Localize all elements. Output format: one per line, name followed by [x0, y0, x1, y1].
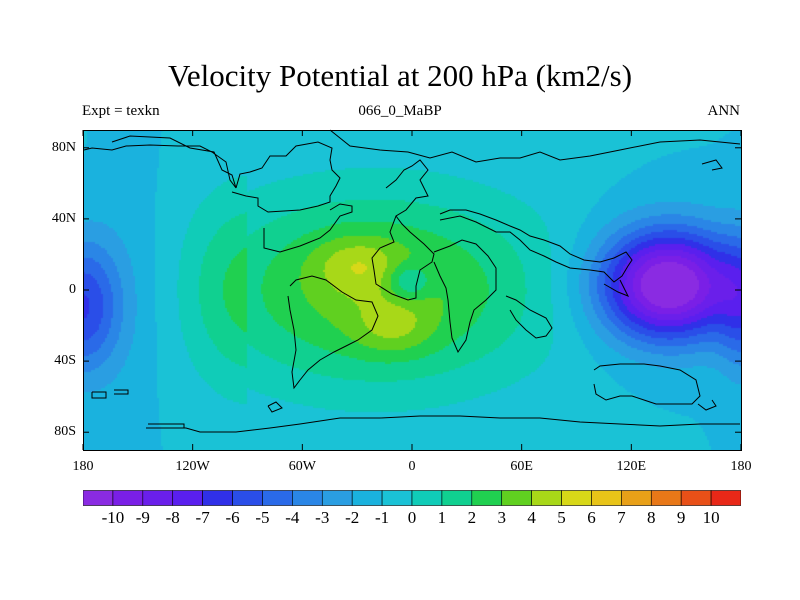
colorbar-level-label: -10 — [101, 508, 125, 527]
colorbar-level-label: 8 — [647, 508, 656, 527]
colorbar-level-label: -1 — [374, 508, 390, 527]
colorbar-level-label: 7 — [617, 508, 626, 527]
colorbar-swatch — [202, 490, 233, 506]
colorbar-level-label: 4 — [527, 508, 536, 527]
lon-tick-label: 180 — [730, 459, 752, 474]
colorbar-swatch — [531, 490, 562, 506]
colorbar-level-label: -8 — [165, 508, 180, 527]
colorbar-swatch — [83, 490, 114, 506]
lon-tick-label: 180 — [72, 459, 94, 474]
lon-tick-label: 120W — [175, 459, 210, 474]
colorbar-swatch — [441, 490, 473, 506]
colorbar-level-label: -6 — [225, 508, 240, 527]
colorbar — [83, 490, 741, 506]
lon-tick-label: 0 — [408, 459, 416, 474]
colorbar-swatch — [411, 490, 443, 506]
colorbar-level-label: 1 — [437, 508, 447, 527]
colorbar-swatch — [142, 490, 174, 506]
lat-tick-label: 0 — [69, 282, 76, 297]
velocity-potential-field — [83, 130, 741, 450]
lon-tick-label: 60E — [510, 459, 533, 474]
lat-tick-label: 80N — [51, 139, 76, 155]
colorbar-level-label: -7 — [195, 508, 210, 527]
colorbar-swatch — [262, 490, 293, 506]
colorbar-level-label: -2 — [345, 508, 360, 527]
colorbar-swatch — [232, 490, 263, 506]
colorbar-level-label: -4 — [285, 508, 300, 527]
lon-tick-label: 120E — [616, 459, 647, 474]
colorbar-level-label: 0 — [407, 508, 417, 527]
lat-tick-label: 40S — [54, 353, 76, 369]
colorbar-level-label: -9 — [135, 508, 150, 527]
lon-tick-label: 60W — [288, 459, 316, 474]
colorbar-swatch — [351, 490, 383, 506]
colorbar-swatch — [561, 490, 592, 506]
colorbar-swatch — [710, 490, 741, 506]
experiment-label: Expt = texkn — [82, 103, 160, 119]
colorbar-level-label: 9 — [676, 508, 686, 527]
colorbar-level-label: -3 — [315, 508, 330, 527]
chart-title: Velocity Potential at 200 hPa (km2/s) — [167, 58, 633, 93]
colorbar-swatch — [621, 490, 652, 506]
colorbar-level-label: 6 — [587, 508, 596, 527]
lat-tick-label: 40N — [51, 210, 76, 226]
colorbar-swatch — [381, 490, 413, 506]
case-label: 066_0_MaBP — [358, 103, 442, 119]
colorbar-swatch — [471, 490, 503, 506]
colorbar-swatch — [501, 490, 532, 506]
colorbar-swatch — [680, 490, 712, 506]
colorbar-swatch — [321, 490, 353, 506]
lat-tick-label: 80S — [54, 424, 76, 440]
colorbar-level-label: 3 — [497, 508, 506, 527]
colorbar-swatch — [112, 490, 144, 506]
colorbar-level-label: 10 — [702, 508, 720, 527]
colorbar-swatch — [650, 490, 682, 506]
colorbar-swatch — [292, 490, 323, 506]
colorbar-level-label: 5 — [557, 508, 566, 527]
colorbar-swatch — [172, 490, 203, 506]
colorbar-level-label: -5 — [255, 508, 270, 527]
season-label: ANN — [707, 103, 741, 119]
colorbar-level-label: 2 — [467, 508, 477, 527]
colorbar-swatch — [591, 490, 622, 506]
